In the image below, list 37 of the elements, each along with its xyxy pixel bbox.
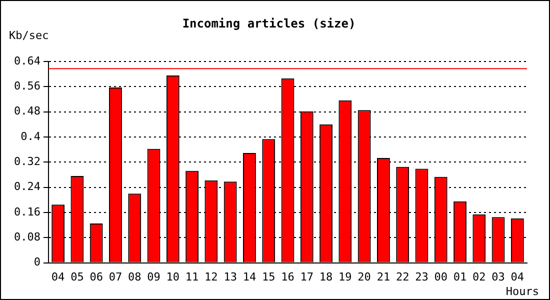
- x-tick-label: 14: [242, 270, 256, 284]
- x-tick-label: 01: [453, 270, 467, 284]
- y-tick-label: 0.16: [14, 205, 40, 218]
- x-tick-label: 06: [90, 270, 103, 284]
- y-tick-label: 0.48: [14, 104, 40, 118]
- x-axis-title: Hours: [506, 285, 539, 298]
- x-tick-label: 08: [128, 270, 142, 284]
- x-tick-label: 05: [70, 270, 84, 284]
- y-tick-label: 0.64: [14, 54, 41, 68]
- chart-title: Incoming articles (size): [182, 16, 356, 30]
- x-tick-label: 12: [204, 270, 218, 284]
- x-tick-label: 11: [185, 270, 199, 284]
- x-tick-label: 03: [492, 270, 505, 284]
- x-tick-label: 04: [510, 270, 524, 284]
- x-tick-label: 21: [376, 270, 390, 284]
- x-tick-label: 13: [224, 270, 237, 284]
- x-tick-label: 20: [358, 270, 371, 284]
- x-tick-label: 19: [338, 270, 352, 284]
- x-tick-label: 07: [108, 270, 122, 284]
- x-tick-label: 17: [300, 270, 314, 284]
- x-tick-label: 04: [51, 270, 66, 284]
- y-tick-label: 0.56: [14, 79, 40, 92]
- x-tick-label: 10: [166, 270, 180, 284]
- x-tick-label: 23: [415, 270, 428, 284]
- y-tick-label: 0.24: [14, 180, 41, 194]
- y-tick-label: 0.4: [20, 130, 41, 143]
- x-tick-label: 09: [147, 270, 160, 284]
- y-axis-title: Kb/sec: [9, 29, 49, 42]
- y-tick-label: 0.32: [14, 154, 40, 168]
- x-tick-label: 18: [319, 270, 333, 284]
- y-tick-label: 0: [34, 256, 40, 269]
- x-tick-label: 00: [434, 270, 448, 284]
- x-tick-label: 02: [472, 270, 486, 284]
- x-tick-label: 16: [281, 270, 294, 284]
- y-tick-label: 0.08: [14, 230, 40, 244]
- x-tick-label: 15: [262, 270, 276, 284]
- x-tick-label: 22: [396, 270, 410, 284]
